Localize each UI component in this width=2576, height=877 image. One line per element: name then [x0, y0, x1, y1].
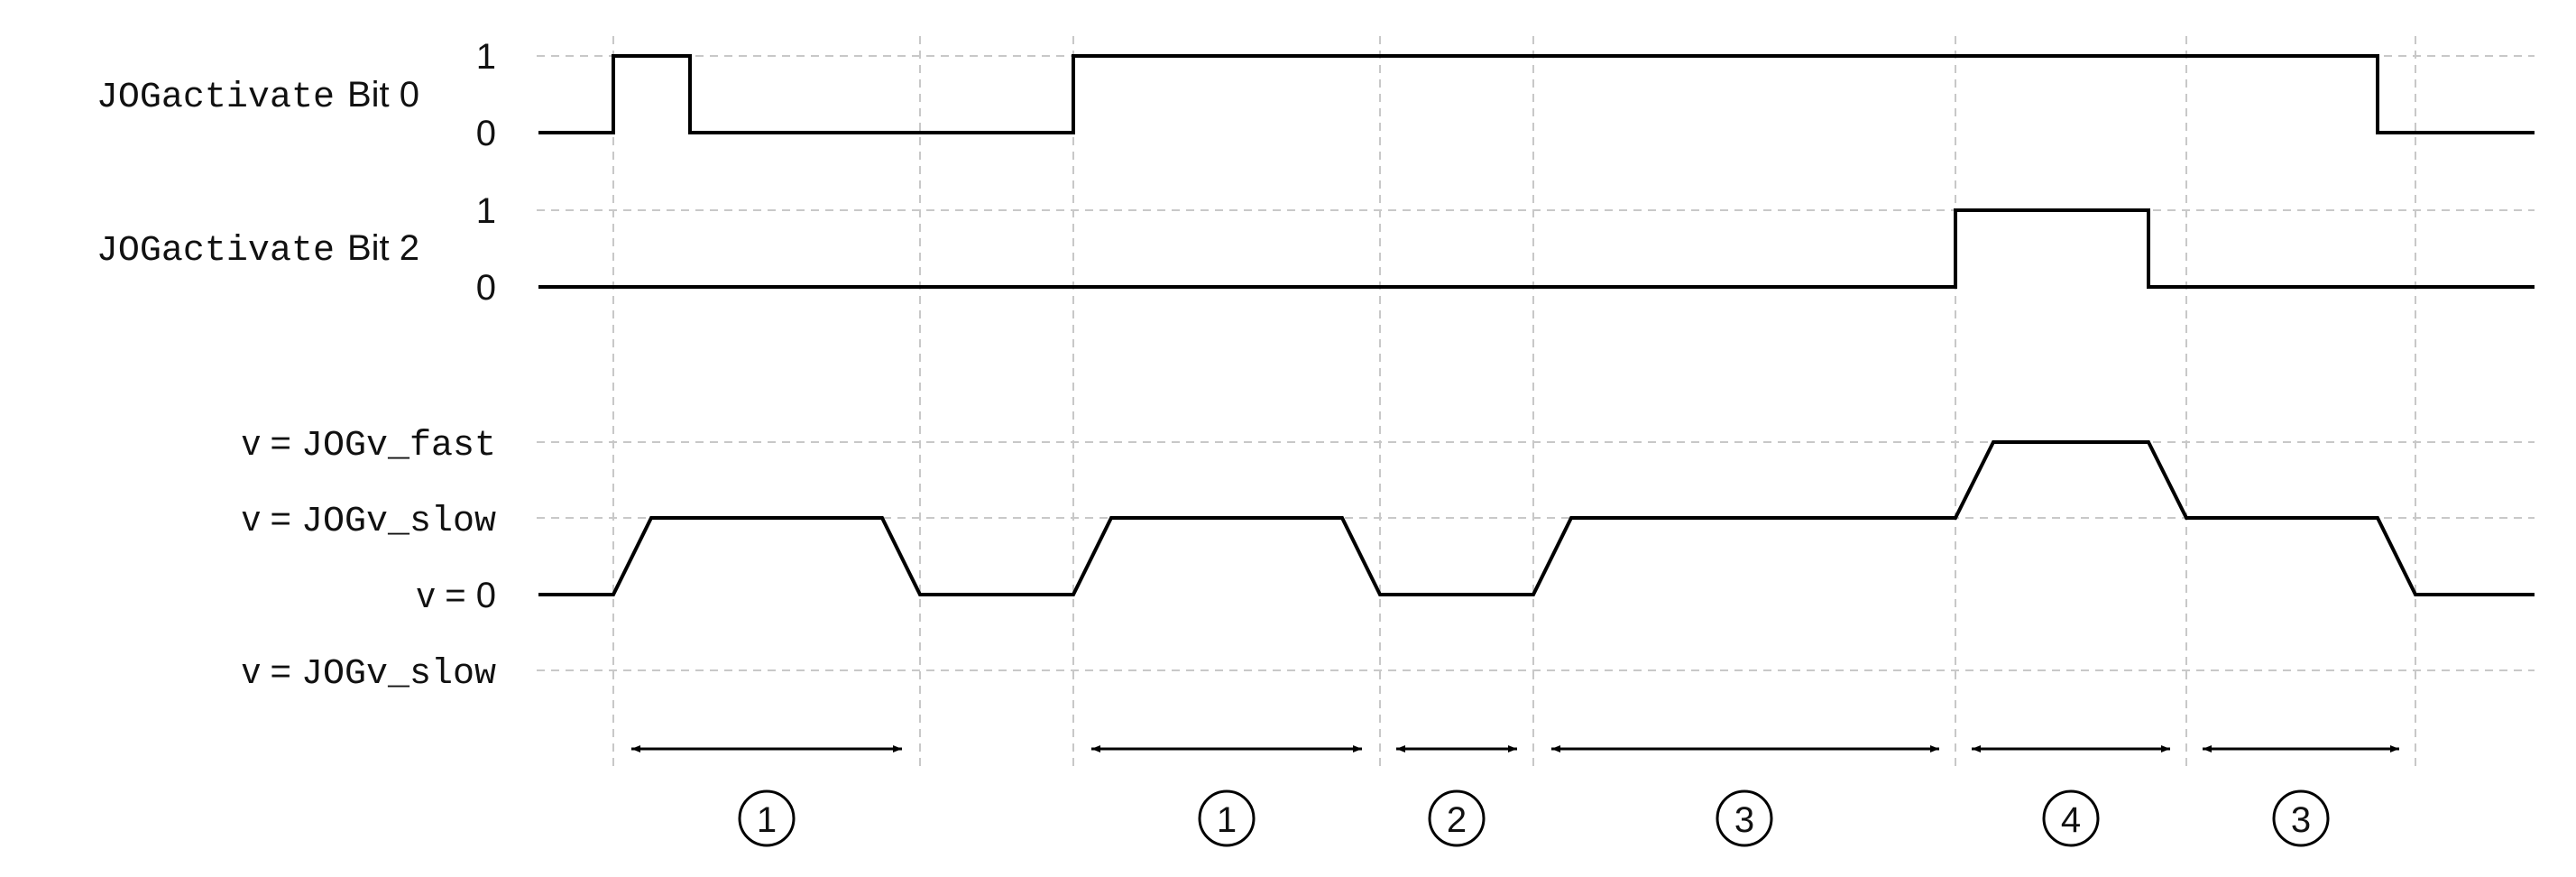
vertical-gridlines [612, 36, 2416, 767]
velocity-label-fast-value: JOGv_fast [301, 426, 496, 466]
phase-marker-3a-label: 3 [1734, 800, 1754, 840]
phase-marker-4-label: 4 [2061, 800, 2081, 840]
phase-marker-1b-label: 1 [1217, 800, 1237, 840]
velocity-label-zero-prefix: v = [417, 576, 476, 615]
bit2-level-high: 1 [476, 191, 496, 231]
bit0-level-high: 1 [476, 37, 496, 77]
signal-label-bit2-mono: JOGactivate [97, 231, 335, 272]
phase-marker-2: 2 [1428, 789, 1486, 847]
velocity-label-neg-slow-value: JOGv_slow [301, 654, 496, 695]
velocity-label-zero-value: 0 [476, 576, 496, 615]
signal-label-bit2-sans: Bit 2 [347, 228, 419, 268]
phase-marker-2-label: 2 [1447, 800, 1467, 840]
signal-label-bit2: JOGactivate Bit 2 [97, 228, 419, 272]
velocity-label-neg-slow: v = JOGv_slow [242, 651, 496, 695]
waveform-bit2 [538, 208, 2535, 289]
phase-marker-3b: 3 [2272, 789, 2330, 847]
signal-label-bit0: JOGactivate Bit 0 [97, 75, 419, 118]
phase-marker-3b-label: 3 [2291, 800, 2311, 840]
signal-label-bit0-mono: JOGactivate [97, 78, 335, 118]
velocity-label-fast-prefix: v = [242, 423, 301, 463]
bit2-level-low: 0 [476, 268, 496, 308]
waveform-velocity [538, 440, 2535, 596]
phase-markers: 1 1 2 3 4 3 [738, 789, 2330, 847]
phase-marker-1b: 1 [1198, 789, 1256, 847]
velocity-label-slow: v = JOGv_slow [242, 499, 496, 542]
velocity-label-zero: v = 0 [417, 576, 496, 615]
phase-marker-1a: 1 [738, 789, 796, 847]
horizontal-gridlines [537, 55, 2535, 671]
phase-marker-3a: 3 [1716, 789, 1773, 847]
phase-marker-4: 4 [2042, 789, 2100, 847]
waveform-bit0 [538, 54, 2535, 134]
phase-marker-1a-label: 1 [757, 800, 777, 840]
signal-label-bit0-sans: Bit 0 [347, 75, 419, 115]
velocity-label-slow-value: JOGv_slow [301, 502, 496, 542]
velocity-label-fast: v = JOGv_fast [242, 423, 496, 466]
velocity-label-neg-slow-prefix: v = [242, 651, 301, 691]
bit0-level-low: 0 [476, 114, 496, 153]
velocity-label-slow-prefix: v = [242, 499, 301, 539]
